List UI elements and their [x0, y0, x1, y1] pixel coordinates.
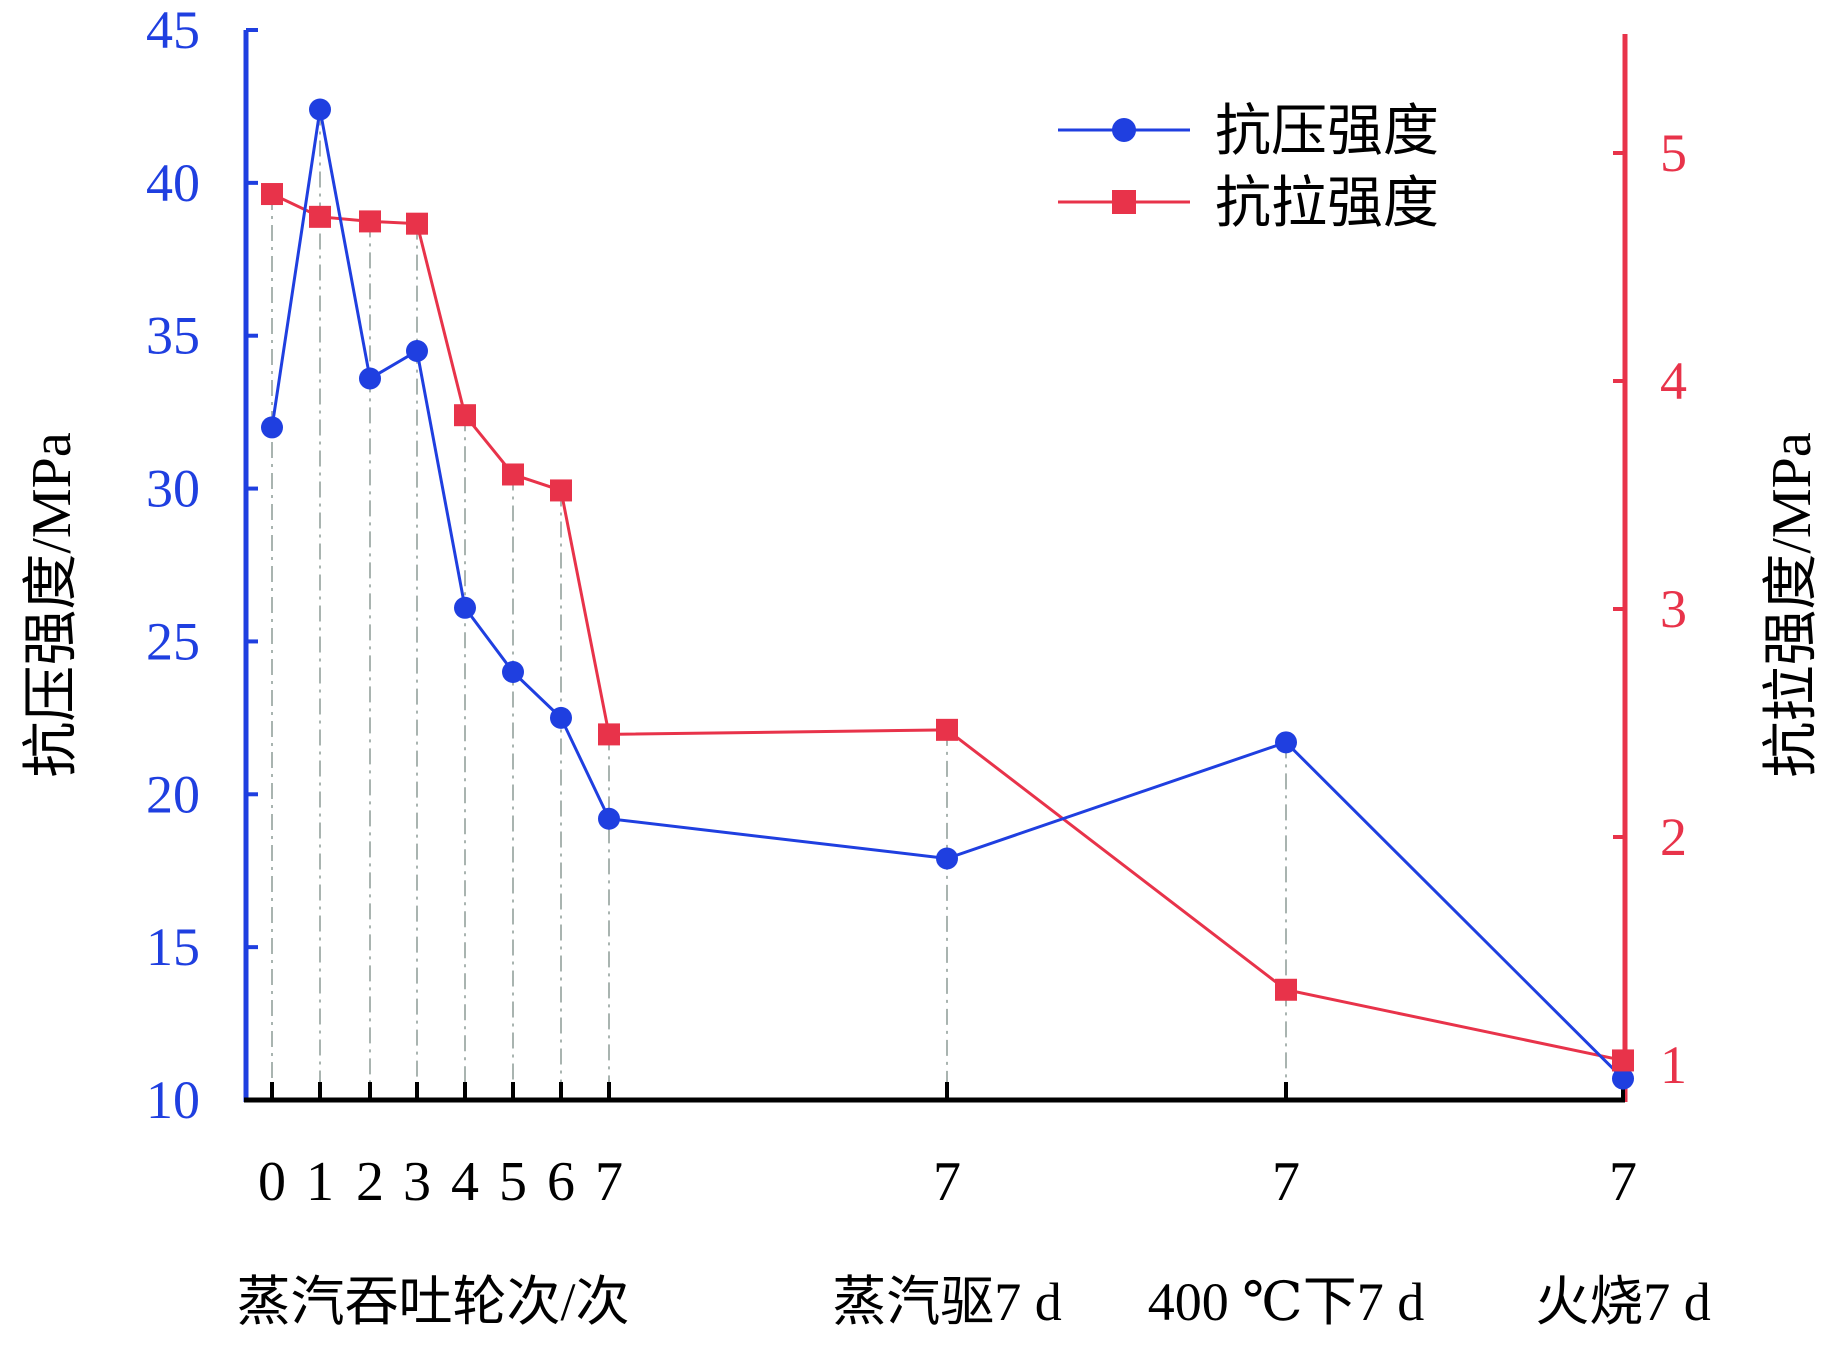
right-axis-title: 抗拉强度/MPa: [1761, 432, 1823, 777]
right-tick-label: 1: [1660, 1035, 1687, 1095]
compressive-point: [454, 596, 476, 619]
compressive-point: [502, 661, 524, 683]
left-tick-label: 25: [146, 611, 200, 671]
compressive-point: [598, 807, 620, 830]
tensile-point: [261, 183, 283, 206]
right-tick-label: 5: [1660, 123, 1687, 183]
left-tick-label: 20: [146, 764, 200, 824]
tensile-point: [309, 205, 331, 228]
compressive-point: [359, 367, 381, 390]
right-tick-label: 4: [1660, 351, 1687, 411]
x-tick-label: 2: [356, 1151, 384, 1213]
compressive-point: [1612, 1067, 1634, 1090]
tensile-point: [936, 718, 958, 741]
x-tick-label: 7: [595, 1151, 623, 1213]
x-group-label: 火烧7 d: [1535, 1272, 1711, 1332]
tensile-point: [1275, 978, 1297, 1001]
x-group-label: 400 ℃下7 d: [1148, 1272, 1424, 1332]
left-axis-title: 抗压强度/MPa: [21, 432, 83, 777]
tensile-point: [454, 404, 476, 427]
compressive-point: [309, 98, 331, 121]
right-tick-label: 3: [1660, 579, 1687, 639]
legend-marker-compressive: [1112, 118, 1136, 142]
right-tick-label: 2: [1660, 807, 1687, 867]
compressive-point: [406, 340, 428, 362]
tensile-point: [502, 463, 524, 486]
tensile-point: [1612, 1049, 1634, 1072]
left-tick-label: 30: [146, 459, 200, 519]
tensile-point: [550, 479, 572, 502]
x-tick-label: 5: [499, 1151, 527, 1213]
x-group-label: 蒸汽吞吐轮次/次: [236, 1272, 629, 1332]
x-tick-label: 6: [547, 1151, 575, 1213]
tensile-point: [359, 210, 381, 233]
x-tick-label: 7: [1272, 1151, 1300, 1213]
left-tick-label: 45: [146, 0, 200, 60]
compressive-point: [550, 706, 572, 729]
tensile-point: [598, 723, 620, 746]
x-tick-label: 4: [451, 1151, 479, 1213]
left-tick-label: 40: [146, 153, 200, 213]
x-tick-label: 1: [306, 1151, 334, 1213]
compressive-point: [936, 847, 958, 870]
legend-label-tensile: 抗拉强度: [1215, 173, 1439, 235]
x-tick-label: 3: [403, 1151, 431, 1213]
compressive-point: [261, 416, 283, 439]
x-group-label: 蒸汽驱7 d: [832, 1272, 1062, 1332]
x-tick-label: 7: [933, 1151, 961, 1213]
tensile-point: [406, 212, 428, 235]
compressive-point: [1275, 731, 1297, 754]
legend-label-compressive: 抗压强度: [1215, 101, 1439, 163]
left-tick-label: 15: [146, 917, 200, 977]
x-tick-label: 0: [258, 1151, 286, 1213]
series-line-compressive: [270, 109, 1625, 1080]
legend-marker-tensile: [1112, 190, 1136, 214]
left-tick-label: 35: [146, 306, 200, 366]
x-tick-label: 7: [1609, 1151, 1637, 1213]
left-tick-label: 10: [146, 1070, 200, 1130]
